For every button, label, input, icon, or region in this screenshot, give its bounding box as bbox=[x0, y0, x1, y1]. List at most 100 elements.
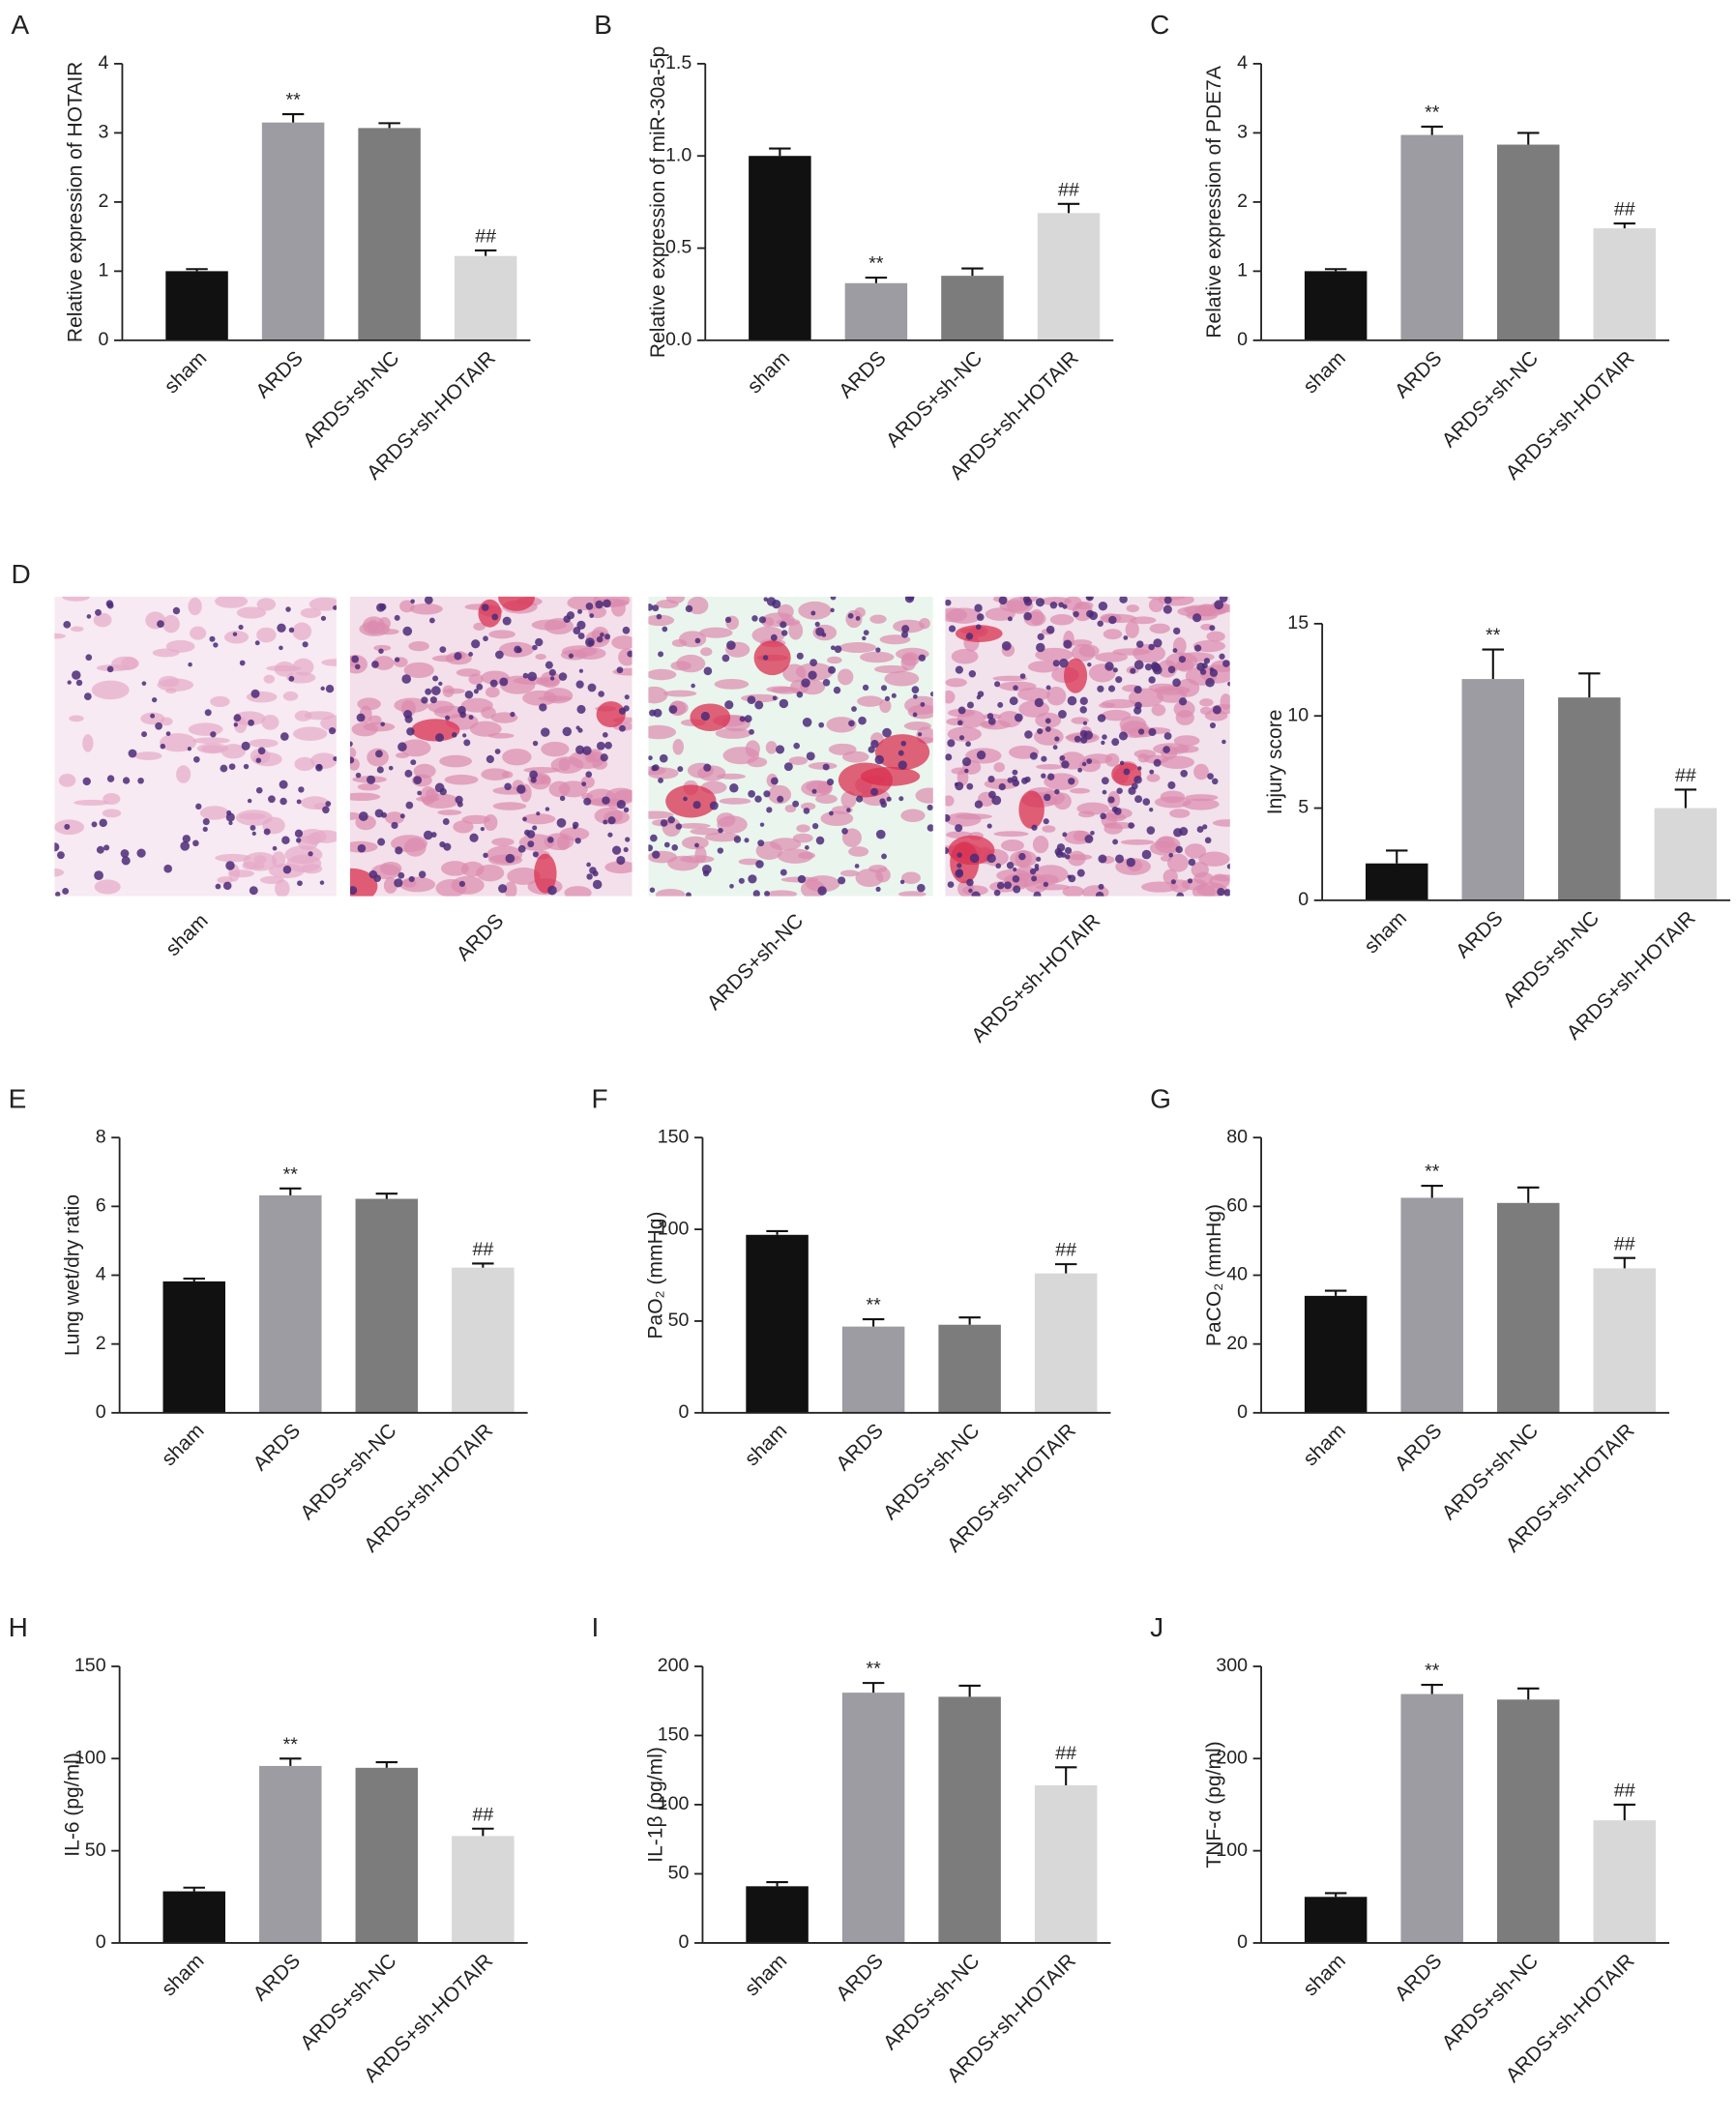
nucleus bbox=[468, 652, 474, 657]
nucleus bbox=[686, 892, 691, 897]
significance-mark: ** bbox=[866, 1659, 881, 1680]
nucleus bbox=[806, 751, 815, 761]
nucleus bbox=[858, 716, 867, 725]
micrograph-label: ARDS+sh-NC bbox=[703, 910, 808, 1015]
nucleus bbox=[1187, 878, 1193, 884]
nucleus bbox=[226, 810, 232, 815]
nucleus bbox=[541, 727, 550, 737]
tissue bbox=[93, 612, 112, 628]
nucleus bbox=[1133, 775, 1142, 784]
nucleus bbox=[1055, 850, 1064, 859]
tissue bbox=[152, 648, 180, 658]
nucleus bbox=[776, 745, 785, 754]
nucleus bbox=[544, 807, 550, 811]
y-tick-label: 0 bbox=[96, 1401, 106, 1423]
nucleus bbox=[471, 639, 481, 649]
nucleus bbox=[911, 686, 920, 693]
nucleus bbox=[1201, 662, 1208, 669]
nucleus bbox=[1146, 826, 1156, 835]
tissue bbox=[62, 596, 90, 602]
tissue bbox=[522, 690, 558, 706]
tissue bbox=[854, 606, 866, 618]
nucleus bbox=[1054, 788, 1060, 795]
nucleus bbox=[1007, 777, 1014, 783]
nucleus bbox=[150, 713, 156, 719]
nucleus bbox=[204, 709, 212, 717]
nucleus bbox=[141, 731, 147, 738]
nucleus bbox=[193, 755, 200, 763]
nucleus bbox=[817, 886, 827, 896]
tissue bbox=[1053, 792, 1072, 810]
y-tick-label: 3 bbox=[1237, 122, 1248, 143]
bar bbox=[844, 282, 908, 340]
nucleus bbox=[151, 696, 158, 703]
micrograph bbox=[648, 596, 933, 897]
nucleus bbox=[250, 689, 260, 698]
nucleus bbox=[1116, 787, 1123, 795]
tissue bbox=[473, 622, 485, 631]
nucleus bbox=[802, 718, 812, 727]
tissue bbox=[439, 754, 472, 768]
y-tick-label: 0.0 bbox=[665, 329, 691, 350]
tissue bbox=[456, 668, 481, 677]
nucleus bbox=[544, 661, 553, 669]
nucleus bbox=[480, 827, 485, 832]
y-tick-label: 150 bbox=[74, 1655, 106, 1676]
nucleus bbox=[801, 678, 810, 688]
nucleus bbox=[388, 765, 394, 771]
nucleus bbox=[1097, 685, 1104, 692]
tissue bbox=[820, 810, 854, 826]
nucleus bbox=[589, 867, 597, 874]
tissue bbox=[210, 695, 230, 708]
nucleus bbox=[1013, 885, 1021, 894]
nucleus bbox=[558, 672, 568, 681]
nucleus bbox=[63, 620, 72, 629]
nucleus bbox=[57, 851, 65, 860]
nucleus bbox=[86, 614, 92, 619]
nucleus bbox=[1097, 714, 1106, 722]
x-tick-label: sham bbox=[1360, 907, 1411, 958]
nucleus bbox=[810, 610, 816, 616]
nucleus bbox=[1134, 795, 1143, 804]
nucleus bbox=[1162, 604, 1172, 614]
nucleus bbox=[281, 836, 290, 845]
nucleus bbox=[648, 755, 653, 761]
erythrocytes bbox=[1018, 790, 1045, 830]
tissue bbox=[309, 597, 337, 611]
tissue bbox=[945, 678, 967, 688]
nucleus bbox=[577, 633, 585, 639]
tissue bbox=[394, 697, 429, 713]
tissue bbox=[996, 869, 1031, 882]
nucleus bbox=[1131, 782, 1138, 790]
nucleus bbox=[458, 880, 466, 888]
tissue bbox=[548, 780, 571, 798]
nucleus bbox=[354, 663, 361, 670]
x-tick-label: ARDS bbox=[249, 1420, 305, 1476]
tissue bbox=[945, 795, 955, 807]
tissue bbox=[1076, 802, 1109, 815]
nucleus bbox=[592, 879, 603, 890]
bar bbox=[1496, 1202, 1560, 1413]
tissue bbox=[349, 747, 357, 759]
nucleus bbox=[499, 677, 509, 687]
nucleus bbox=[694, 842, 699, 848]
nucleus bbox=[378, 648, 384, 654]
nucleus bbox=[703, 763, 712, 772]
tissue bbox=[294, 710, 312, 721]
nucleus bbox=[182, 835, 191, 843]
nucleus bbox=[1024, 730, 1033, 739]
nucleus bbox=[1123, 768, 1131, 776]
y-tick-label: 80 bbox=[1226, 1126, 1248, 1147]
nucleus bbox=[834, 645, 842, 654]
tissue bbox=[500, 675, 536, 694]
nucleus bbox=[391, 821, 398, 830]
nucleus bbox=[993, 889, 1001, 897]
tissue bbox=[320, 715, 337, 732]
nucleus bbox=[585, 771, 593, 779]
nucleus bbox=[160, 743, 166, 750]
y-tick-label: 4 bbox=[99, 52, 109, 74]
nucleus bbox=[243, 763, 250, 770]
bar bbox=[941, 276, 1004, 340]
nucleus bbox=[1153, 638, 1162, 648]
tissue bbox=[298, 835, 318, 851]
